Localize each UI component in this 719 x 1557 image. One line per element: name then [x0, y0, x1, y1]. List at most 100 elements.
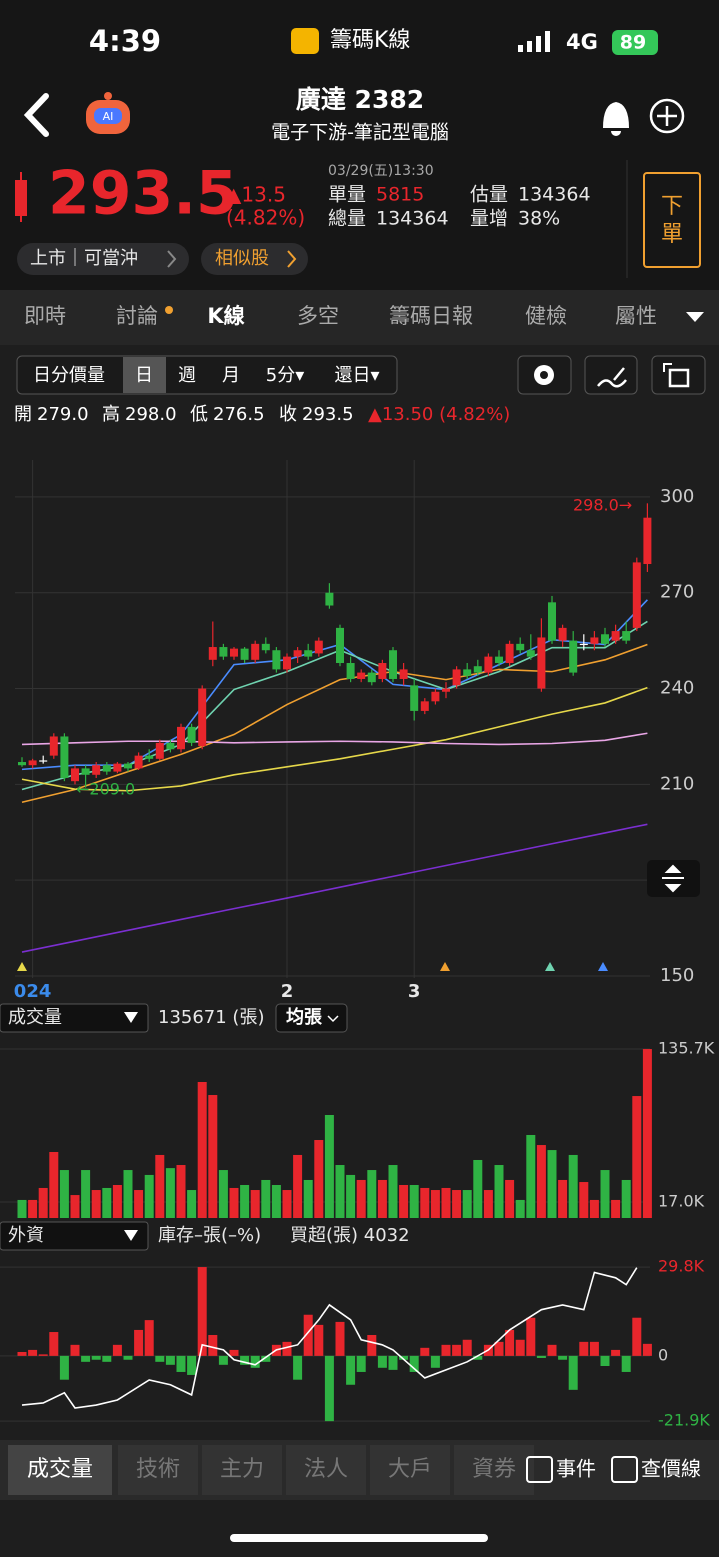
candle-body — [166, 742, 175, 750]
app-icon — [291, 28, 319, 54]
candle-body — [49, 736, 58, 756]
tab[interactable]: 多空 — [297, 304, 339, 328]
candle-body — [378, 663, 387, 679]
volume-bar — [144, 1174, 154, 1218]
bottom-tab-label[interactable]: 成交量 — [27, 1457, 93, 1482]
rotate-button[interactable] — [651, 355, 706, 395]
volume-bar — [558, 1179, 568, 1218]
y-tick-label: 0 — [658, 1345, 668, 1364]
net-buy-bar — [293, 1355, 303, 1380]
candle-body — [431, 691, 440, 702]
volume-bar — [547, 1150, 557, 1218]
period-option[interactable]: 週 — [178, 365, 196, 386]
price-change: ▲13.5 — [226, 183, 286, 207]
event-marker[interactable] — [17, 962, 27, 971]
candle-body — [240, 648, 249, 660]
volume-bar — [505, 1179, 515, 1218]
volume-total: 135671 (張) — [158, 1007, 264, 1028]
net-buy-bar — [632, 1317, 642, 1356]
add-button[interactable] — [649, 98, 685, 134]
period-option[interactable]: 日分價量 — [33, 365, 105, 386]
volume-bar — [28, 1199, 38, 1218]
net-buy-bar — [49, 1332, 59, 1356]
net-buy-bar — [261, 1355, 271, 1362]
candle-body — [548, 602, 556, 641]
net-buy-bar — [38, 1354, 48, 1356]
net-buy-bar — [28, 1349, 38, 1356]
y-tick-label: 240 — [660, 678, 694, 699]
event-marker[interactable] — [545, 962, 555, 971]
tab[interactable]: K線 — [207, 304, 244, 328]
quote-time: 03/29(五)13:30 — [328, 163, 434, 179]
volume-bar — [632, 1096, 642, 1218]
candle-body — [473, 666, 482, 673]
foreign-indicator-select[interactable]: 外資 — [0, 1221, 149, 1251]
bottom-tab[interactable] — [8, 1445, 112, 1495]
volume-bar — [399, 1184, 409, 1218]
candle-body — [124, 763, 132, 769]
volume-bar — [240, 1184, 250, 1218]
bottom-tab[interactable] — [286, 1445, 366, 1495]
stock-title: 廣達 2382 — [296, 85, 424, 114]
market-tag[interactable]: 上市｜可當沖 — [17, 243, 189, 275]
bottom-tab[interactable] — [370, 1445, 450, 1495]
back-button[interactable] — [23, 93, 49, 137]
bottom-tab[interactable] — [118, 1445, 198, 1495]
period-items: 日分價量 日 週 月 5分▾ 還日▾ — [33, 365, 380, 386]
period-option[interactable]: 日 — [135, 365, 153, 386]
price-change-pct: (4.82%) — [226, 206, 305, 230]
tab[interactable]: 即時 — [24, 304, 66, 328]
net-buy-bar — [165, 1355, 175, 1365]
bottom-tab-label[interactable]: 大戶 — [388, 1457, 432, 1482]
y-tick-label: 150 — [660, 965, 694, 986]
volume-indicator: 成交量 — [8, 1007, 62, 1028]
unit-button[interactable]: 均張 — [275, 1003, 348, 1033]
tab[interactable]: 討論 — [116, 304, 158, 328]
foreign-inventory: 庫存–張(–%) — [158, 1225, 261, 1246]
order-button[interactable]: 下 單 — [643, 172, 701, 268]
period-option[interactable]: 還日▾ — [334, 365, 379, 386]
volume-indicator-select[interactable]: 成交量 — [0, 1003, 149, 1033]
event-marker[interactable] — [440, 962, 450, 971]
candle-body — [442, 688, 450, 692]
settings-button[interactable] — [517, 355, 572, 395]
y-tick-label: 270 — [660, 582, 694, 603]
period-option[interactable]: 月 — [222, 365, 240, 386]
period-option[interactable]: 5分▾ — [266, 365, 305, 386]
draw-button[interactable] — [584, 355, 638, 395]
net-buy-bar — [399, 1355, 409, 1360]
bottom-tab[interactable] — [454, 1445, 534, 1495]
event-checkbox[interactable]: 事件 — [526, 1456, 596, 1483]
tab-more[interactable] — [686, 312, 704, 322]
checkbox-label: 查價線 — [641, 1457, 701, 1481]
candle-body — [314, 640, 323, 654]
y-tick-label: 29.8K — [658, 1257, 705, 1276]
scale-button[interactable] — [647, 860, 700, 897]
svg-text:AI: AI — [103, 110, 114, 123]
bell-button[interactable] — [603, 102, 629, 136]
bottom-tab-label[interactable]: 法人 — [304, 1457, 348, 1482]
stat-label: 估量 — [470, 184, 508, 206]
candle-body — [643, 517, 652, 565]
candle-body — [452, 669, 461, 686]
volume-bar — [282, 1190, 292, 1218]
tab[interactable]: 屬性 — [615, 304, 657, 328]
tab[interactable]: 健檢 — [525, 304, 567, 328]
candle-body — [389, 650, 397, 679]
tab[interactable]: 籌碼日報 — [389, 304, 473, 328]
bottom-tab[interactable] — [202, 1445, 282, 1495]
volume-bar — [367, 1170, 377, 1218]
similar-button[interactable]: 相似股 — [201, 243, 308, 275]
candle-body — [60, 736, 69, 778]
ai-button[interactable]: AI — [86, 92, 130, 134]
volume-bar — [536, 1145, 546, 1218]
period-active — [123, 357, 166, 393]
price-line-checkbox[interactable]: 查價線 — [611, 1456, 701, 1483]
bottom-tab-label[interactable]: 技術 — [136, 1457, 180, 1482]
bottom-tab-label[interactable]: 資券 — [472, 1457, 516, 1482]
net-buy-bar — [494, 1341, 504, 1356]
event-marker[interactable] — [598, 962, 608, 971]
volume-bar — [526, 1134, 536, 1218]
bottom-tab-label[interactable]: 主力 — [220, 1457, 264, 1482]
